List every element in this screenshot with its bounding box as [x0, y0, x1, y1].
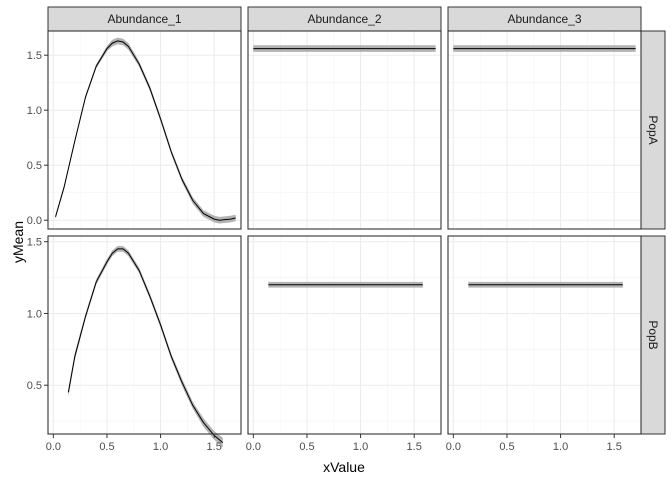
facet-strip-label: PopA — [646, 115, 660, 144]
grid-layer — [48, 31, 641, 434]
y-tick-label: 1.5 — [27, 50, 42, 62]
x-tick-label: 0.5 — [299, 441, 314, 453]
x-tick-label: 1.5 — [607, 441, 622, 453]
panel-background — [248, 31, 441, 229]
facet-strip-label: Abundance_1 — [107, 12, 181, 26]
facet-strip — [47, 6, 242, 32]
facet-strip — [447, 6, 642, 32]
panel-background — [48, 236, 241, 434]
y-tick-label: 0.0 — [27, 215, 42, 227]
x-tick-label: 0.0 — [446, 441, 461, 453]
x-tick-label: 0.0 — [46, 441, 61, 453]
facet-strip — [640, 235, 666, 435]
panel-background — [48, 31, 241, 229]
panel-border — [447, 235, 642, 435]
panel-border — [447, 30, 642, 230]
panel-background — [448, 31, 641, 229]
panel-border — [247, 235, 442, 435]
frame-layer: Abundance_1 Abundance_2 Abundance_3 PopA 0.0… — [27, 6, 666, 453]
panel-border — [47, 235, 242, 435]
panel-border — [47, 30, 242, 230]
panel-border — [247, 30, 442, 230]
y-tick-label: 1.0 — [27, 105, 42, 117]
facet-strip-label: Abundance_3 — [507, 12, 581, 26]
facet-strip-label: PopB — [646, 320, 660, 349]
panel-background — [248, 236, 441, 434]
mean-line — [67, 248, 224, 443]
y-tick-label: 0.5 — [27, 380, 42, 392]
y-axis-title: yMean — [10, 221, 26, 263]
x-tick-label: 0.5 — [99, 441, 114, 453]
x-tick-label: 0.5 — [499, 441, 514, 453]
panel-background — [448, 236, 641, 434]
facet-strip-label: Abundance_2 — [307, 12, 381, 26]
y-tick-label: 1.0 — [27, 308, 42, 320]
x-axis-title: xValue — [323, 459, 365, 475]
x-tick-label: 1.5 — [407, 441, 422, 453]
facet-strip — [640, 30, 666, 230]
x-tick-label: 1.0 — [553, 441, 568, 453]
x-tick-label: 0.0 — [246, 441, 261, 453]
y-tick-label: 1.5 — [27, 237, 42, 249]
x-tick-label: 1.0 — [353, 441, 368, 453]
x-tick-label: 1.5 — [207, 441, 222, 453]
series-layer — [55, 37, 636, 448]
x-tick-label: 1.0 — [153, 441, 168, 453]
y-tick-label: 0.5 — [27, 160, 42, 172]
mean-line — [55, 40, 236, 221]
